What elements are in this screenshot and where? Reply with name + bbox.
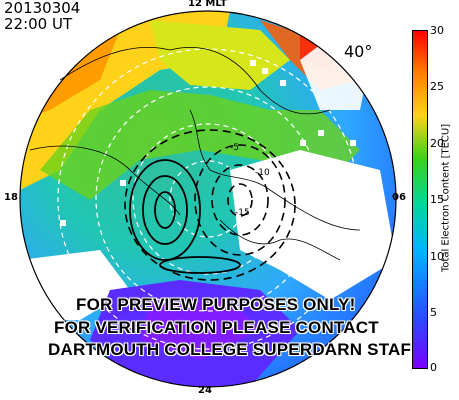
mlt-label-bottom: 24 [198, 385, 212, 396]
coastlines [29, 46, 361, 261]
contour-label: -15 [235, 208, 250, 218]
colorbar-tick: 10 [430, 250, 444, 263]
colorbar-tick: 25 [430, 80, 444, 93]
contour-label: -10 [255, 168, 270, 178]
potential-contours-negative [124, 129, 296, 281]
latitude-label: 40° [344, 42, 373, 61]
contour-label: -5 [230, 143, 239, 153]
colorbar-tick: 30 [430, 24, 444, 37]
colorbar-tick: 0 [430, 361, 437, 374]
watermark-line-1: FOR PREVIEW PURPOSES ONLY! [76, 295, 356, 314]
contour-labels: -5 -10 -15 [230, 143, 270, 218]
colorbar-tick: 20 [430, 137, 444, 150]
colorbar [412, 30, 428, 369]
potential-contours [129, 159, 241, 274]
colorbar-title: Total Electron Content [TECU] [440, 123, 452, 273]
time-label: 22:00 UT [4, 15, 73, 33]
watermark-line-2: FOR VERIFICATION PLEASE CONTACT [54, 318, 379, 337]
mlt-label-top: 12 MLT [188, 0, 227, 9]
map-boundary [19, 10, 397, 388]
colorbar-tick: 5 [430, 306, 437, 319]
date-label: 20130304 [4, 0, 81, 17]
mlt-label-left: 18 [4, 192, 18, 203]
watermark-line-3: DARTMOUTH COLLEGE SUPERDARN STAFF [48, 340, 422, 359]
mlt-label-right: 06 [392, 192, 406, 203]
colorbar-tick: 15 [430, 193, 444, 206]
